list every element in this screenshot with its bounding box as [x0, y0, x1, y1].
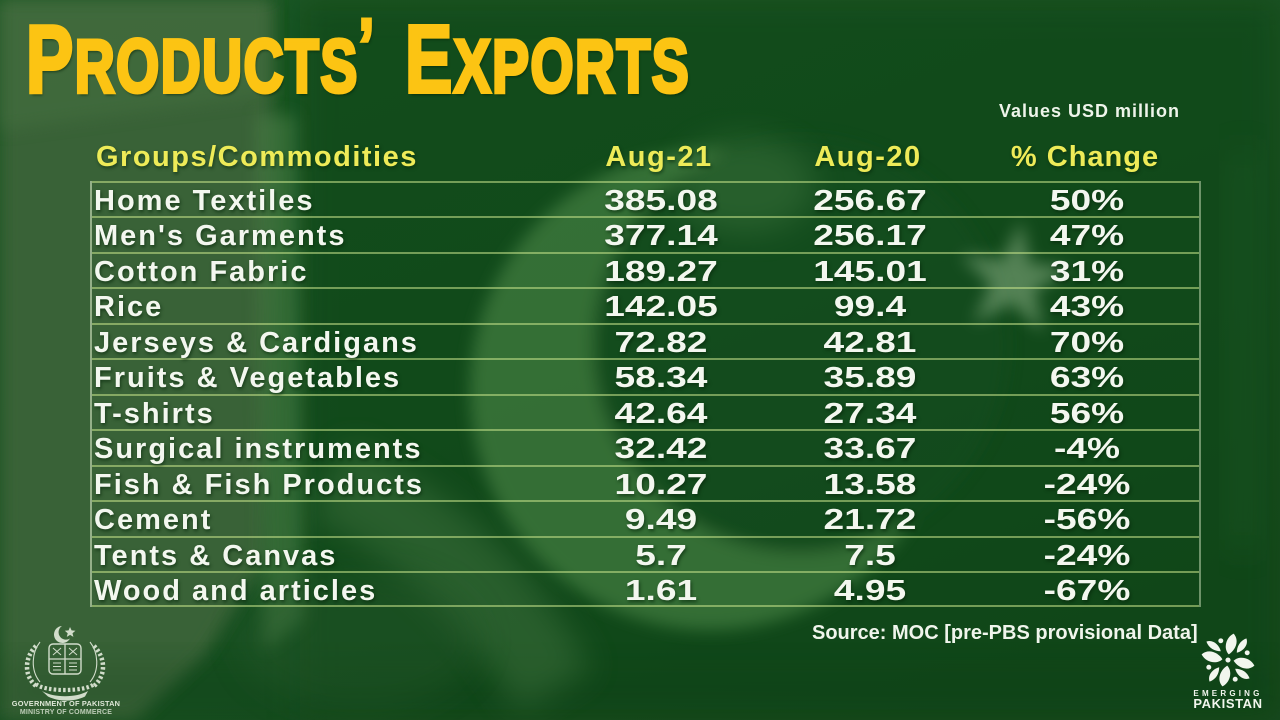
- svg-text:GOVERNMENT OF PAKISTAN: GOVERNMENT OF PAKISTAN: [12, 699, 120, 708]
- svg-text:MINISTRY OF COMMERCE: MINISTRY OF COMMERCE: [20, 709, 112, 716]
- svg-text:PAKISTAN: PAKISTAN: [1193, 696, 1262, 711]
- svg-text:EMERGING: EMERGING: [1193, 689, 1262, 698]
